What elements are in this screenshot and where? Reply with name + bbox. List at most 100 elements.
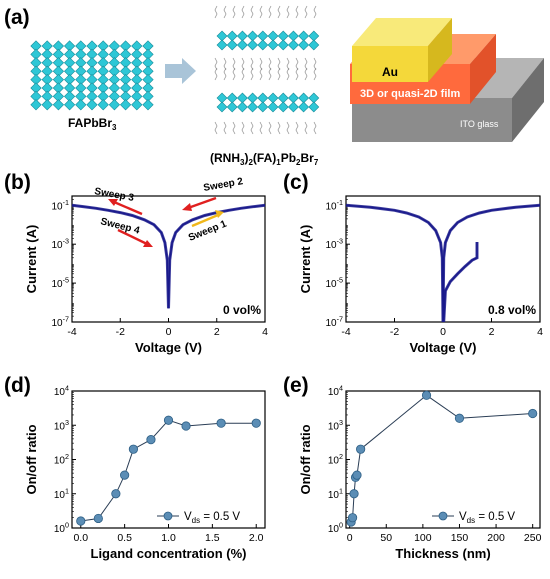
- spacer-chain: [223, 5, 227, 19]
- data-point: [120, 470, 130, 480]
- series-line: [350, 394, 533, 523]
- octahedron: [236, 30, 248, 42]
- plot-e: 0 50 100 150 200 250 100 101 102 103 104 Thickness …: [298, 384, 542, 562]
- spacer-chain: [277, 67, 281, 81]
- octahedron: [308, 92, 320, 104]
- octahedron: [277, 101, 289, 113]
- spacer-chain: [286, 5, 290, 19]
- tick-label: 104: [54, 384, 69, 399]
- octahedron: [216, 101, 228, 113]
- spacer-chain: [295, 57, 299, 71]
- spacer-chain: [313, 67, 317, 81]
- spacer-chain: [268, 121, 272, 135]
- octahedron: [287, 39, 299, 51]
- octahedron: [298, 101, 310, 113]
- data-point: [251, 418, 261, 428]
- panel-label-e: (e): [283, 374, 309, 397]
- series-line: [80, 419, 257, 522]
- spacer-chain: [250, 57, 254, 71]
- spacer-chain: [223, 67, 227, 81]
- tick-label: 10-7: [51, 315, 69, 330]
- x-axis-label: Thickness (nm): [395, 546, 490, 561]
- octahedron: [131, 99, 143, 111]
- plot-d: 0.0 0.5 1.0 1.5 2.0 100 101 102 103 104 Ligand con…: [24, 384, 266, 561]
- electrode-front: [352, 46, 428, 82]
- x-tick-label: 1.5: [205, 532, 220, 544]
- sweep-arrowhead-2: [182, 203, 192, 211]
- x-tick-label: 100: [414, 532, 432, 544]
- spacer-chain: [214, 57, 218, 71]
- sweep-label-1: Sweep 1: [187, 218, 229, 243]
- spacer-chain: [241, 67, 245, 81]
- y-axis-label: Current (A): [24, 225, 39, 294]
- panel-label-c: (c): [283, 171, 309, 194]
- octahedron: [236, 92, 248, 104]
- tick-label: 101: [54, 486, 69, 501]
- spacer-chain: [232, 67, 236, 81]
- x-tick-label: 150: [451, 532, 469, 544]
- x-tick-label: 4: [262, 326, 268, 338]
- tick-label: 103: [54, 418, 69, 433]
- octahedron: [287, 101, 299, 113]
- octahedron: [257, 30, 269, 42]
- spacer-chain: [214, 121, 218, 135]
- spacer-chain: [268, 5, 272, 19]
- spacer-chain: [286, 67, 290, 81]
- data-point: [76, 516, 86, 526]
- substrate-label: ITO glass: [460, 119, 499, 129]
- octahedron: [216, 30, 228, 42]
- spacer-chain: [304, 67, 308, 81]
- data-point: [163, 415, 174, 425]
- sweep-label-2: Sweep 2: [203, 176, 245, 194]
- octahedron: [226, 101, 238, 113]
- octahedron: [287, 92, 299, 104]
- spacer-chain: [277, 121, 281, 135]
- x-tick-label: 2.0: [249, 532, 264, 544]
- plot-frame: [345, 390, 541, 529]
- spacer-chain: [295, 5, 299, 19]
- x-tick-label: 2: [214, 326, 220, 338]
- octahedron: [226, 92, 238, 104]
- x-axis-label: Voltage (V): [135, 340, 202, 355]
- octahedron: [236, 39, 248, 51]
- film-label: 3D or quasi-2D film: [360, 88, 460, 100]
- spacer-chain: [223, 57, 227, 71]
- electrode-side: [428, 18, 452, 82]
- octahedron: [86, 99, 98, 111]
- spacer-chain: [313, 57, 317, 71]
- x-tick-label: -2: [116, 326, 125, 338]
- octahedron: [41, 99, 53, 111]
- data-point: [528, 408, 538, 419]
- data-point: [349, 489, 359, 499]
- x-tick-label: 250: [524, 532, 542, 544]
- tick-label: 103: [328, 418, 343, 433]
- x-tick-label: 0: [347, 532, 353, 544]
- device-stack: Au 3D or quasi-2D film ITO glass: [350, 18, 544, 142]
- spacer-chain: [259, 5, 263, 19]
- x-tick-label: 1.0: [161, 532, 176, 544]
- spacer-chain: [304, 121, 308, 135]
- legend-marker: [163, 511, 173, 521]
- octahedron: [257, 92, 269, 104]
- label-3d-perovskite: FAPbBr3: [68, 116, 117, 132]
- x-tick-label: 0: [166, 326, 172, 338]
- octahedron: [247, 30, 259, 42]
- octahedron: [75, 99, 87, 111]
- legend-label: Vds = 0.5 V: [184, 511, 240, 525]
- tick-label: 10-7: [325, 315, 343, 330]
- spacer-chain: [241, 57, 245, 71]
- spacer-chain: [241, 121, 245, 135]
- electrode-label: Au: [382, 65, 398, 79]
- spacer-chain: [241, 5, 245, 19]
- tick-label: 10-1: [51, 198, 69, 213]
- panel-label-b: (b): [4, 171, 31, 194]
- spacer-chain: [286, 57, 290, 71]
- tick-label: 102: [328, 452, 343, 467]
- spacer-chain: [313, 5, 317, 19]
- sweep-arrowhead-1: [215, 210, 224, 218]
- octahedron: [247, 101, 259, 113]
- octahedron: [247, 92, 259, 104]
- octahedron: [236, 101, 248, 113]
- spacer-chain: [250, 67, 254, 81]
